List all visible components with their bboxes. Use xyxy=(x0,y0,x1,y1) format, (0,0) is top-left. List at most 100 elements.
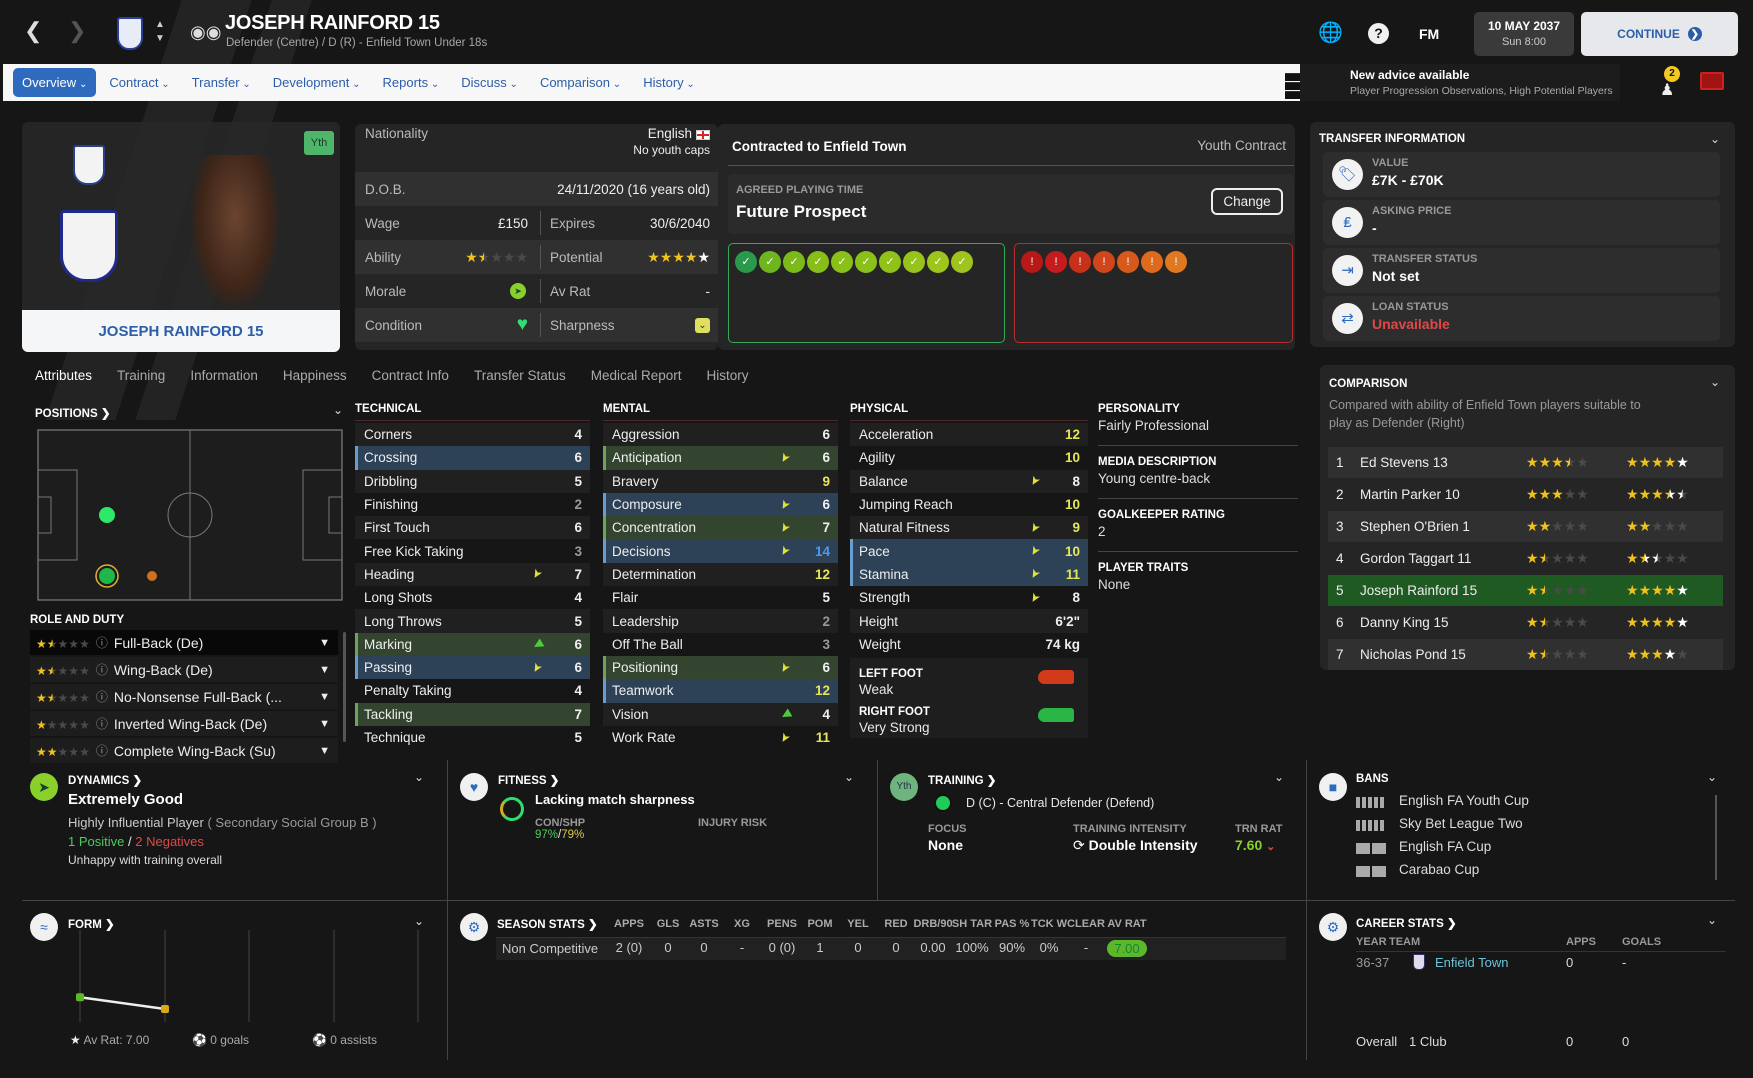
comparison-row[interactable]: 4 Gordon Taggart 11 ★★★★★ ★★★★★ xyxy=(1328,543,1723,574)
nav-item-discuss[interactable]: Discuss ⌄ xyxy=(452,68,527,97)
attribute-row-finishing[interactable]: Finishing 2 xyxy=(355,493,590,516)
attribute-row-vision[interactable]: Vision ◀ 4 xyxy=(603,702,838,726)
prev-next-player-icon[interactable]: ▲ ▼ xyxy=(155,19,165,44)
role-duty-row[interactable]: ★★★★★ ⓘ Full-Back (De) ▼ xyxy=(30,630,338,655)
attribute-row-tackling[interactable]: Tackling 7 xyxy=(355,702,590,726)
ban-competition[interactable]: Carabao Cup xyxy=(1399,862,1480,877)
ban-competition[interactable]: English FA Cup xyxy=(1399,839,1492,854)
info-icon[interactable]: ⓘ xyxy=(95,690,108,704)
attribute-row-agility[interactable]: Agility 10 xyxy=(850,446,1088,469)
nav-item-comparison[interactable]: Comparison ⌄ xyxy=(531,68,630,97)
chevron-down-icon[interactable]: ▼ xyxy=(319,744,330,757)
attribute-row-concentration[interactable]: Concentration ➤ 7 xyxy=(603,516,838,540)
attribute-row-balance[interactable]: Balance ➤ 8 xyxy=(850,469,1088,493)
nav-item-development[interactable]: Development ⌄ xyxy=(264,68,370,97)
chevron-down-icon[interactable]: ▼ xyxy=(319,717,330,730)
back-arrow-icon[interactable]: ❮ xyxy=(24,18,43,43)
positive-trait-icon[interactable]: ✓ xyxy=(831,251,853,273)
comparison-row[interactable]: 5 Joseph Rainford 15 ★★★★★ ★★★★★ xyxy=(1328,575,1723,606)
role-duty-row[interactable]: ★★★★★ ⓘ No-Nonsense Full-Back (... ▼ xyxy=(30,684,338,709)
comparison-player-name[interactable]: Danny King 15 xyxy=(1360,615,1449,630)
transfer-info-row[interactable]: ⇄ LOAN STATUS Unavailable xyxy=(1323,296,1720,341)
attribute-row-composure[interactable]: Composure ➤ 6 xyxy=(603,492,838,517)
transfer-info-row[interactable]: 🏷 VALUE £7K - £70K xyxy=(1323,152,1720,197)
tab-contract-info[interactable]: Contract Info xyxy=(371,368,449,383)
tv-icon[interactable] xyxy=(1700,72,1724,90)
nav-item-transfer[interactable]: Transfer ⌄ xyxy=(183,68,260,97)
attribute-row-flair[interactable]: Flair 5 xyxy=(603,586,838,609)
chevron-down-icon[interactable]: ▼ xyxy=(319,663,330,676)
positive-trait-icon[interactable]: ✓ xyxy=(951,251,973,273)
attribute-row-corners[interactable]: Corners 4 xyxy=(355,423,590,447)
career-team-link[interactable]: Enfield Town xyxy=(1435,955,1509,970)
attribute-row-leadership[interactable]: Leadership 2 xyxy=(603,609,838,633)
comparison-player-name[interactable]: Ed Stevens 13 xyxy=(1360,455,1448,470)
tab-training[interactable]: Training xyxy=(117,368,166,383)
attribute-row-natural-fitness[interactable]: Natural Fitness ➤ 9 xyxy=(850,516,1088,540)
positive-trait-icon[interactable]: ✓ xyxy=(807,251,829,273)
tab-information[interactable]: Information xyxy=(190,368,258,383)
staff-icon[interactable]: ♟ xyxy=(1660,82,1675,99)
info-icon[interactable]: ⓘ xyxy=(95,744,108,758)
career-stats-title[interactable]: CAREER STATS ❯ xyxy=(1356,918,1457,930)
form-point[interactable] xyxy=(161,1005,169,1014)
attribute-row-marking[interactable]: Marking ◀ 6 xyxy=(355,632,590,656)
forward-arrow-icon[interactable]: ❯ xyxy=(68,18,87,43)
position-dot-dc[interactable] xyxy=(99,507,115,523)
attribute-row-aggression[interactable]: Aggression 6 xyxy=(603,423,838,447)
comparison-player-name[interactable]: Joseph Rainford 15 xyxy=(1360,583,1478,598)
ban-competition[interactable]: English FA Youth Cup xyxy=(1399,793,1529,808)
info-icon[interactable]: ⓘ xyxy=(95,663,108,677)
attribute-row-penalty-taking[interactable]: Penalty Taking 4 xyxy=(355,679,590,702)
positive-trait-icon[interactable]: ✓ xyxy=(735,251,757,273)
negative-trait-icon[interactable]: ! xyxy=(1093,251,1115,273)
comparison-row[interactable]: 7 Nicholas Pond 15 ★★★★★ ★★★★★ xyxy=(1328,639,1723,670)
chevron-down-icon[interactable]: ⌄ xyxy=(1710,375,1721,389)
info-icon[interactable]: ⓘ xyxy=(95,717,108,731)
binoculars-icon[interactable]: ◉◉ xyxy=(190,22,222,42)
attribute-row-first-touch[interactable]: First Touch 6 xyxy=(355,516,590,540)
tab-happiness[interactable]: Happiness xyxy=(282,368,347,383)
info-icon[interactable]: ⓘ xyxy=(95,636,108,650)
positives-text[interactable]: 1 Positive xyxy=(68,834,125,849)
ban-competition[interactable]: Sky Bet League Two xyxy=(1399,816,1523,831)
positive-trait-icon[interactable]: ✓ xyxy=(783,251,805,273)
nav-item-reports[interactable]: Reports ⌄ xyxy=(374,68,449,97)
bans-scrollbar[interactable] xyxy=(1715,795,1717,880)
roles-scrollbar[interactable] xyxy=(343,632,346,742)
chevron-down-icon[interactable]: ⌄ xyxy=(333,403,344,417)
positive-trait-icon[interactable]: ✓ xyxy=(879,251,901,273)
tab-medical-report[interactable]: Medical Report xyxy=(590,368,682,383)
comparison-row[interactable]: 1 Ed Stevens 13 ★★★★★ ★★★★★ xyxy=(1328,447,1723,478)
negatives-text[interactable]: 2 Negatives xyxy=(135,834,204,849)
attribute-row-free-kick-taking[interactable]: Free Kick Taking 3 xyxy=(355,539,590,562)
attribute-row-positioning[interactable]: Positioning ➤ 6 xyxy=(603,655,838,680)
form-point[interactable] xyxy=(76,993,84,1002)
season-stats-row[interactable] xyxy=(496,937,1286,960)
continue-button[interactable]: CONTINUE ❯ xyxy=(1581,12,1738,56)
role-duty-row[interactable]: ★★★★★ ⓘ Complete Wing-Back (Su) ▼ xyxy=(30,738,338,763)
attribute-row-crossing[interactable]: Crossing 6 xyxy=(355,446,590,470)
attribute-row-dribbling[interactable]: Dribbling 5 xyxy=(355,469,590,493)
attribute-row-jumping-reach[interactable]: Jumping Reach 10 xyxy=(850,493,1088,516)
chevron-down-icon[interactable]: ▼ xyxy=(319,690,330,703)
attribute-row-anticipation[interactable]: Anticipation ➤ 6 xyxy=(603,446,838,470)
attribute-row-work-rate[interactable]: Work Rate ➤ 11 xyxy=(603,726,838,749)
negative-trait-icon[interactable]: ! xyxy=(1117,251,1139,273)
negative-trait-icon[interactable]: ! xyxy=(1045,251,1067,273)
help-icon[interactable]: ? xyxy=(1368,23,1389,44)
tab-attributes[interactable]: Attributes xyxy=(35,368,93,383)
training-intensity-value[interactable]: ⟳ Double Intensity xyxy=(1073,837,1198,854)
chevron-down-icon[interactable]: ⌄ xyxy=(1707,913,1718,927)
attribute-row-acceleration[interactable]: Acceleration 12 xyxy=(850,423,1088,447)
attribute-row-strength[interactable]: Strength ➤ 8 xyxy=(850,586,1088,609)
comparison-row[interactable]: 2 Martin Parker 10 ★★★★★ ★★★★★ xyxy=(1328,479,1723,510)
attribute-row-long-shots[interactable]: Long Shots 4 xyxy=(355,586,590,609)
nav-item-overview[interactable]: Overview ⌄ xyxy=(13,68,97,97)
comparison-player-name[interactable]: Gordon Taggart 11 xyxy=(1360,551,1472,566)
chevron-down-icon[interactable]: ⌄ xyxy=(1274,770,1285,784)
advice-banner[interactable]: New advice available Player Progression O… xyxy=(1300,64,1620,101)
training-title[interactable]: TRAINING ❯ xyxy=(928,775,997,787)
positive-trait-icon[interactable]: ✓ xyxy=(759,251,781,273)
globe-icon[interactable]: 🌐 xyxy=(1318,22,1343,44)
